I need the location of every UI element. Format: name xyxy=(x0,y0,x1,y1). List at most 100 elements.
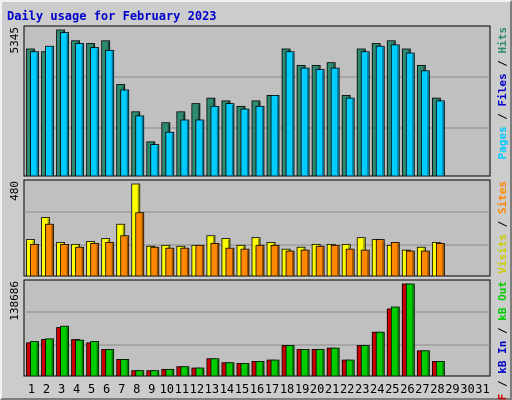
bar-sites-day-6 xyxy=(105,242,115,277)
bar-kb-out-day-27 xyxy=(420,350,430,377)
x-tick-label-21: 21 xyxy=(325,382,339,396)
x-tick-label-25: 25 xyxy=(385,382,399,396)
bar-sites-day-2 xyxy=(45,223,54,277)
bar-files-day-26 xyxy=(405,52,415,177)
bar-kb-out-day-17 xyxy=(270,359,280,377)
x-tick-label-31: 31 xyxy=(475,382,489,396)
bar-sites-day-18 xyxy=(285,250,295,277)
bar-files-day-16 xyxy=(255,105,265,177)
x-tick-label-2: 2 xyxy=(43,382,50,396)
bar-files-day-28 xyxy=(435,100,445,177)
bar-sites-day-24 xyxy=(375,239,385,277)
x-tick-label-20: 20 xyxy=(310,382,324,396)
bar-kb-out-day-19 xyxy=(300,349,310,377)
bar-kb-out-day-16 xyxy=(255,361,265,377)
x-tick-label-4: 4 xyxy=(73,382,80,396)
x-tick-label-8: 8 xyxy=(133,382,140,396)
x-tick-label-16: 16 xyxy=(250,382,264,396)
x-tick-label-28: 28 xyxy=(430,382,444,396)
bar-kb-out-day-11 xyxy=(180,366,190,377)
legend-3-part-5: kB Out xyxy=(496,281,509,321)
bar-kb-out-day-18 xyxy=(285,345,295,377)
bar-sites-day-14 xyxy=(225,247,235,277)
x-tick-label-18: 18 xyxy=(280,382,294,396)
bar-files-day-4 xyxy=(75,43,85,177)
x-tick-label-23: 23 xyxy=(355,382,369,396)
bar-files-day-23 xyxy=(360,51,370,177)
bar-files-day-5 xyxy=(90,47,100,177)
ymax-label-2: 480 xyxy=(8,181,21,201)
legend-2-part-3: Sites xyxy=(496,181,509,214)
bar-sites-day-8 xyxy=(135,212,145,277)
x-tick-label-9: 9 xyxy=(148,382,155,396)
legend-3-part-2: / xyxy=(496,374,509,394)
x-tick-label-26: 26 xyxy=(400,382,414,396)
x-tick-label-14: 14 xyxy=(220,382,234,396)
bar-files-day-19 xyxy=(300,67,310,177)
bar-files-day-7 xyxy=(120,89,130,177)
x-tick-label-11: 11 xyxy=(175,382,189,396)
bar-sites-day-9 xyxy=(150,246,160,277)
bar-kb-out-day-3 xyxy=(60,325,69,377)
x-tick-label-5: 5 xyxy=(88,382,95,396)
x-tick-label-15: 15 xyxy=(235,382,249,396)
bar-files-day-14 xyxy=(225,103,235,177)
bar-files-day-12 xyxy=(195,119,205,177)
ymax-label-3: 138686 xyxy=(8,281,21,321)
bar-kb-out-day-9 xyxy=(150,370,160,377)
bar-kb-out-day-14 xyxy=(225,362,235,377)
x-tick-label-7: 7 xyxy=(118,382,125,396)
bar-files-day-22 xyxy=(345,97,355,177)
bar-sites-day-7 xyxy=(120,235,130,277)
legend-1-part-3: Files xyxy=(496,73,509,106)
bar-sites-day-10 xyxy=(165,247,175,277)
legend-2: Visits / Sites xyxy=(496,181,509,274)
bar-sites-day-22 xyxy=(345,248,355,277)
bar-files-day-2 xyxy=(45,45,54,177)
bar-sites-day-17 xyxy=(270,244,280,277)
x-tick-label-12: 12 xyxy=(190,382,204,396)
legend-3-part-3: kB In xyxy=(496,341,509,374)
bar-sites-day-4 xyxy=(75,246,85,277)
legend-2-part-1: Visits xyxy=(496,234,509,274)
bar-sites-day-25 xyxy=(390,242,400,277)
bar-sites-day-3 xyxy=(60,243,69,277)
x-tick-label-29: 29 xyxy=(445,382,459,396)
bar-files-day-9 xyxy=(150,144,160,177)
bar-kb-out-day-21 xyxy=(330,347,340,377)
bar-files-day-21 xyxy=(330,67,340,177)
bar-kb-out-day-2 xyxy=(45,338,54,377)
bar-kb-out-day-1 xyxy=(30,341,39,377)
bar-sites-day-16 xyxy=(255,244,265,277)
bar-kb-out-day-28 xyxy=(435,361,445,377)
bar-sites-day-15 xyxy=(240,248,250,277)
bar-sites-day-13 xyxy=(210,243,220,277)
legend-1-part-5: Hits xyxy=(496,27,509,54)
bar-sites-day-11 xyxy=(180,247,190,277)
bar-kb-out-day-23 xyxy=(360,345,370,377)
bar-kb-out-day-8 xyxy=(135,370,145,377)
legend-1-part-2: / xyxy=(496,107,509,127)
bar-sites-day-12 xyxy=(195,244,205,277)
x-tick-label-19: 19 xyxy=(295,382,309,396)
legend-1-part-1: Pages xyxy=(496,126,509,159)
legend-1-part-4: / xyxy=(496,54,509,74)
legend-2-part-2: / xyxy=(496,214,509,234)
x-tick-label-17: 17 xyxy=(265,382,279,396)
bar-sites-day-20 xyxy=(315,245,325,277)
x-tick-label-10: 10 xyxy=(160,382,174,396)
bar-sites-day-23 xyxy=(360,249,370,277)
x-tick-label-13: 13 xyxy=(205,382,219,396)
bar-kb-out-day-25 xyxy=(390,306,400,377)
bar-files-day-20 xyxy=(315,69,325,177)
bar-files-day-6 xyxy=(105,49,115,177)
bar-files-day-13 xyxy=(210,105,220,177)
bar-files-day-15 xyxy=(240,108,250,177)
legend-3-part-1: kB F xyxy=(496,394,509,400)
bar-sites-day-21 xyxy=(330,244,340,277)
bar-sites-day-28 xyxy=(435,243,445,277)
legend-3-part-4: / xyxy=(496,321,509,341)
x-tick-label-27: 27 xyxy=(415,382,429,396)
bar-kb-out-day-12 xyxy=(195,367,205,377)
